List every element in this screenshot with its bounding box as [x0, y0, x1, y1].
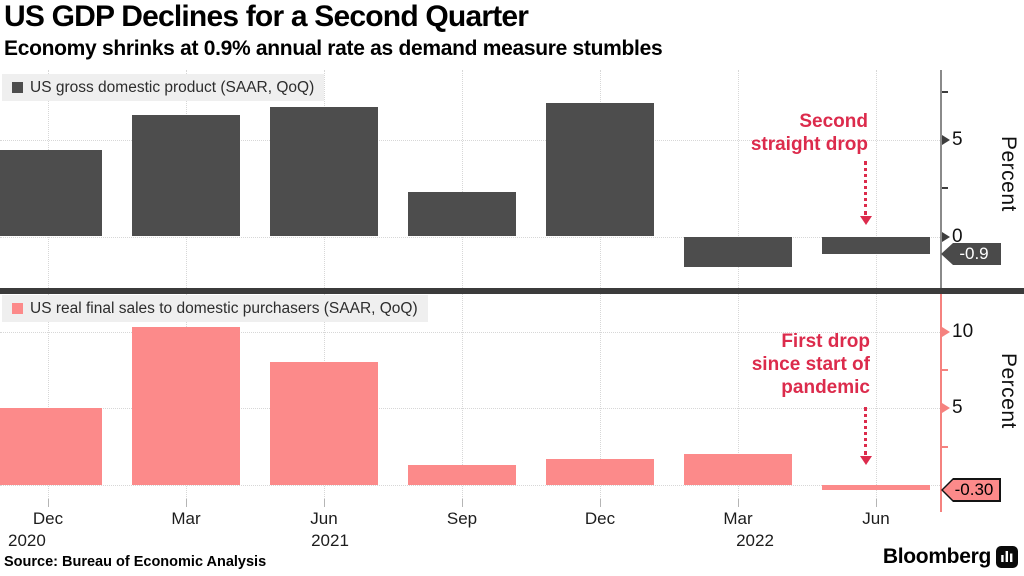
- x-tick: [462, 499, 463, 507]
- bar-jun-2022: [822, 236, 930, 254]
- x-tick: [738, 499, 739, 507]
- bar-dec-2021: [546, 458, 654, 485]
- x-tick: [186, 499, 187, 507]
- gridline-horizontal: [0, 485, 940, 486]
- x-quarter-label: Dec: [32, 509, 64, 528]
- gridline-vertical: [738, 294, 739, 505]
- y-axis-line: [940, 294, 942, 512]
- legend-swatch-final-sales: [12, 303, 23, 314]
- y-tick-label: 5: [952, 397, 963, 419]
- bloomberg-terminal-icon: [996, 546, 1018, 568]
- gridline-horizontal: [0, 236, 940, 238]
- y-axis-title-bottom: Percent: [997, 353, 1020, 429]
- x-quarter-label: Sep: [446, 509, 478, 528]
- gridline-vertical: [876, 70, 877, 288]
- bar-mar-2021: [132, 114, 240, 237]
- gridline-vertical: [600, 294, 601, 505]
- y-tick-label: 10: [952, 320, 974, 342]
- y-tick-marker: [942, 403, 950, 414]
- x-quarter-label: Jun: [310, 509, 338, 528]
- annotation-arrowhead-bottom: [860, 456, 872, 465]
- annotation-first-drop-pandemic: First drop since start of pandemic: [751, 331, 870, 398]
- x-tick: [48, 499, 49, 507]
- gdp-last-value-tag: -0.9: [941, 243, 1001, 265]
- bar-sep-2021: [408, 192, 516, 237]
- final-sales-last-value: -0.30: [943, 480, 999, 500]
- gridline-vertical: [738, 70, 739, 288]
- gridline-vertical: [462, 294, 463, 505]
- bar-dec-2020: [0, 149, 102, 237]
- source-note: Source: Bureau of Economic Analysis: [4, 554, 267, 570]
- bar-jun-2021: [270, 107, 378, 237]
- final-sales-last-value-tag: -0.30: [941, 478, 1001, 502]
- bar-jun-2021: [270, 362, 378, 485]
- page-subtitle: Economy shrinks at 0.9% annual rate as d…: [4, 37, 663, 60]
- y-axis-line: [940, 70, 942, 288]
- bloomberg-wordmark: Bloomberg: [882, 545, 991, 568]
- x-year-label: 2021: [311, 531, 349, 550]
- gridline-horizontal: [0, 140, 940, 141]
- x-quarter-label: Jun: [862, 509, 890, 528]
- legend-label-gdp: US gross domestic product (SAAR, QoQ): [30, 78, 315, 96]
- x-quarter-label: Mar: [723, 509, 753, 528]
- x-quarter-label: Mar: [171, 509, 201, 528]
- x-quarter-label: Dec: [584, 509, 616, 528]
- gridline-vertical: [462, 70, 463, 288]
- y-tick-marker: [942, 135, 950, 145]
- legend-gdp: US gross domestic product (SAAR, QoQ): [2, 74, 325, 101]
- x-year-label: 2020: [8, 531, 46, 550]
- x-tick: [876, 499, 877, 507]
- y-tick-label: 5: [952, 129, 963, 150]
- y-axis-title-top: Percent: [997, 136, 1020, 212]
- annotation-second-straight-drop: Second straight drop: [750, 111, 868, 155]
- bar-mar-2022: [684, 236, 792, 268]
- panel-divider: [0, 288, 1024, 294]
- bar-sep-2021: [408, 465, 516, 485]
- y-tick: [942, 445, 948, 448]
- annotation-arrowhead-top: [860, 216, 872, 225]
- bar-jun-2022: [822, 485, 930, 490]
- bloomberg-logo: Bloomberg: [883, 545, 1018, 569]
- annotation-arrow-top: [864, 161, 867, 215]
- y-tick: [942, 187, 948, 190]
- bar-dec-2021: [546, 103, 654, 237]
- x-tick: [324, 499, 325, 507]
- x-year-label: 2022: [736, 531, 774, 550]
- gridline-vertical: [876, 294, 877, 505]
- gridline-horizontal: [0, 408, 940, 410]
- y-tick-marker: [942, 326, 950, 337]
- bar-mar-2022: [684, 454, 792, 485]
- y-tick-label: 0: [952, 225, 963, 247]
- y-tick-marker: [942, 231, 950, 242]
- gridline-horizontal: [0, 331, 940, 333]
- legend-final-sales: US real final sales to domestic purchase…: [2, 295, 428, 322]
- y-tick: [942, 369, 948, 372]
- x-tick: [600, 499, 601, 507]
- legend-label-final-sales: US real final sales to domestic purchase…: [30, 299, 418, 317]
- bar-dec-2020: [0, 408, 102, 485]
- y-tick: [942, 90, 948, 93]
- bar-mar-2021: [132, 327, 240, 485]
- legend-swatch-gdp: [12, 82, 23, 93]
- annotation-arrow-bottom: [864, 407, 867, 455]
- gridline-vertical: [48, 294, 49, 505]
- gdp-last-value: -0.9: [959, 244, 989, 263]
- page-title: US GDP Declines for a Second Quarter: [4, 0, 529, 33]
